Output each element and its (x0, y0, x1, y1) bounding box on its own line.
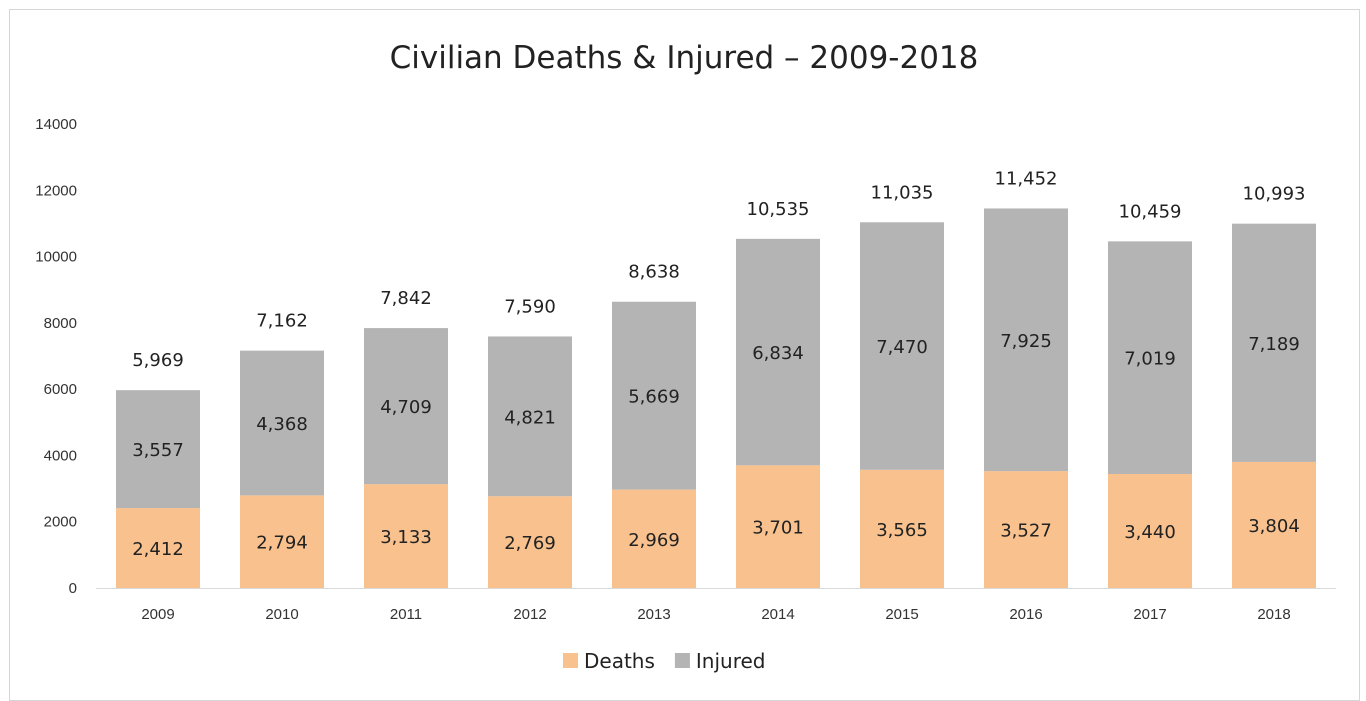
bar-deaths-2015 (860, 469, 944, 588)
y-tick-label: 2000 (44, 514, 77, 531)
bars-group: 2,412 3,557 5,969 2,794 4,368 7,162 3,133 4,709… (116, 168, 1316, 588)
data-label-injured: 3,557 (132, 440, 184, 461)
legend-label-injured: Injured (696, 649, 766, 673)
y-tick-label: 14000 (35, 116, 77, 133)
data-label-deaths: 2,412 (132, 539, 184, 560)
data-label-injured: 7,189 (1248, 334, 1300, 355)
bar-injured-2011 (364, 328, 448, 485)
x-tick-label: 2017 (1133, 606, 1166, 623)
bar-injured-2014 (736, 238, 820, 466)
x-tick-label: 2009 (141, 606, 174, 623)
x-tick-label: 2015 (885, 606, 918, 623)
bar-deaths-2016 (984, 471, 1068, 588)
bar-deaths-2009 (116, 508, 200, 588)
total-label: 7,590 (504, 296, 556, 317)
total-label: 10,993 (1243, 184, 1306, 205)
total-label: 10,459 (1119, 201, 1182, 222)
bar-deaths-2011 (364, 484, 448, 588)
bar-injured-2017 (1108, 241, 1192, 474)
data-label-deaths: 3,133 (380, 527, 432, 548)
total-label: 11,035 (871, 182, 934, 203)
data-label-deaths: 3,565 (876, 520, 928, 541)
bar-injured-2018 (1232, 223, 1316, 462)
bar-deaths-2010 (240, 495, 324, 588)
total-label: 8,638 (628, 262, 680, 283)
x-tick-label: 2014 (761, 606, 794, 623)
bar-injured-2016 (984, 208, 1068, 472)
bar-injured-2015 (860, 222, 944, 470)
legend-swatch-injured (674, 653, 690, 668)
data-label-deaths: 3,804 (1248, 516, 1300, 537)
x-tick-label: 2011 (390, 606, 422, 623)
data-label-injured: 4,709 (380, 397, 432, 418)
y-tick-label: 8000 (44, 315, 77, 332)
total-label: 7,162 (256, 311, 308, 332)
total-label: 5,969 (132, 350, 184, 371)
y-tick-label: 6000 (44, 381, 77, 398)
bar-deaths-2017 (1108, 473, 1192, 588)
data-label-deaths: 2,794 (256, 533, 308, 554)
bar-injured-2013 (612, 301, 696, 490)
x-tick-label: 2016 (1009, 606, 1042, 623)
x-tick-label: 2018 (1257, 606, 1290, 623)
y-tick-label: 12000 (35, 182, 77, 199)
legend: Deaths Injured (563, 649, 766, 673)
x-tick-label: 2010 (265, 606, 298, 623)
bar-injured-2010 (240, 350, 324, 496)
x-tick-label: 2012 (513, 606, 546, 623)
data-label-injured: 5,669 (628, 387, 680, 408)
y-tick-label: 4000 (44, 447, 77, 464)
x-tick-label: 2013 (637, 606, 670, 623)
y-tick-label: 10000 (35, 249, 77, 266)
x-axis: 2009 2010 2011 2012 2013 2014 2015 2016 2017 2018 (96, 588, 1336, 623)
data-label-injured: 7,019 (1124, 349, 1176, 370)
bar-deaths-2013 (612, 489, 696, 588)
total-label: 7,842 (380, 288, 432, 309)
bar-deaths-2014 (736, 465, 820, 588)
y-tick-label: 0 (69, 580, 77, 597)
bar-injured-2009 (116, 390, 200, 509)
total-label: 10,535 (747, 199, 810, 220)
bar-injured-2012 (488, 336, 572, 497)
legend-swatch-deaths (563, 653, 578, 668)
data-label-deaths: 3,701 (752, 518, 804, 539)
data-label-deaths: 2,769 (504, 533, 556, 554)
y-axis: 0 2000 4000 6000 8000 10000 12000 14000 (35, 116, 77, 597)
bar-deaths-2018 (1232, 461, 1316, 588)
chart-title: Civilian Deaths & Injured – 2009-2018 (390, 40, 979, 76)
data-label-deaths: 2,969 (628, 530, 680, 551)
legend-label-deaths: Deaths (584, 649, 655, 673)
data-label-injured: 4,821 (504, 407, 556, 428)
total-label: 11,452 (995, 168, 1058, 189)
data-label-deaths: 3,440 (1124, 522, 1176, 543)
data-label-injured: 6,834 (752, 343, 804, 364)
data-label-deaths: 3,527 (1000, 521, 1052, 542)
data-label-injured: 4,368 (256, 414, 308, 435)
bar-deaths-2012 (488, 496, 572, 588)
data-label-injured: 7,470 (876, 337, 928, 358)
data-label-injured: 7,925 (1000, 331, 1052, 352)
